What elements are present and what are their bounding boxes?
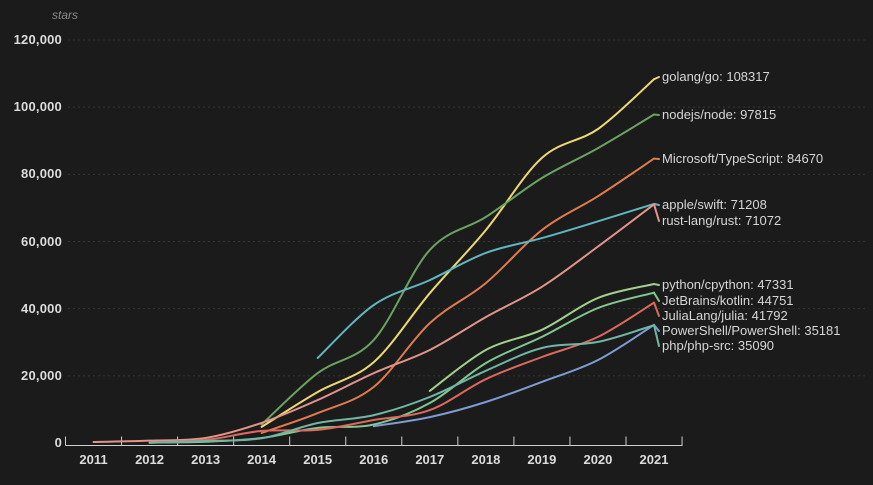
x-tick-label: 2013 [191,452,221,467]
x-tick-label: 2020 [583,452,613,467]
series-leader-rust-lang-rust [653,203,660,222]
series-label-julialang-julia: JuliaLang/julia: 41792 [662,308,788,323]
series-leader-golang-go [653,76,660,81]
series-line-python-cpython [428,283,655,392]
series-line-powershell-powershell [372,323,655,428]
gridlines [68,39,866,377]
y-tick-label: 0 [54,435,62,450]
y-tick-label: 40,000 [21,300,62,316]
series-leader-python-cpython [653,283,660,286]
series-line-nodejs-node [260,113,655,426]
x-tick-label: 2014 [247,452,277,467]
series-line-golang-go [260,78,655,428]
series-line-julialang-julia [148,301,655,444]
x-tick-label: 2016 [359,452,389,467]
series-leader-julialang-julia [653,301,660,317]
y-tick-label: 100,000 [13,99,62,115]
y-tick-label: 80,000 [21,166,62,182]
series-line-rust-lang-rust [92,203,655,443]
series-label-rust-lang-rust: rust-lang/rust: 71072 [662,213,782,228]
x-tick-label: 2012 [135,452,164,467]
series-line-microsoft-typescript [260,157,655,434]
x-tick-label: 2017 [415,452,445,467]
series-leader-php-php-src [653,324,660,347]
x-tick-label: 2018 [471,452,501,467]
y-tick-label: 60,000 [21,233,62,249]
series-label-php-php-src: php/php-src: 35090 [662,338,775,353]
x-tick-label: 2021 [639,452,669,467]
y-tick-label: 20,000 [21,367,62,383]
series-label-microsoft-typescript: Microsoft/TypeScript: 84670 [662,151,824,166]
series-lines [92,76,660,444]
x-axis [65,436,683,446]
series-leader-jetbrains-kotlin [653,291,660,302]
series-label-python-cpython: python/cpython: 47331 [662,277,794,292]
y-axis-unit-label: stars [51,8,78,22]
series-label-nodejs-node: nodejs/node: 97815 [662,107,777,122]
series-line-apple-swift [316,202,655,359]
x-tick-label: 2019 [527,452,557,467]
series-line-php-php-src [148,324,655,444]
series-label-golang-go: golang/go: 108317 [662,69,770,84]
x-tick-label: 2011 [79,452,108,467]
series-label-jetbrains-kotlin: JetBrains/kotlin: 44751 [662,293,794,308]
series-label-powershell-powershell: PowerShell/PowerShell: 35181 [662,323,841,338]
series-label-apple-swift: apple/swift: 71208 [662,197,767,212]
y-tick-label: 120,000 [13,32,62,47]
x-tick-label: 2015 [303,452,333,467]
